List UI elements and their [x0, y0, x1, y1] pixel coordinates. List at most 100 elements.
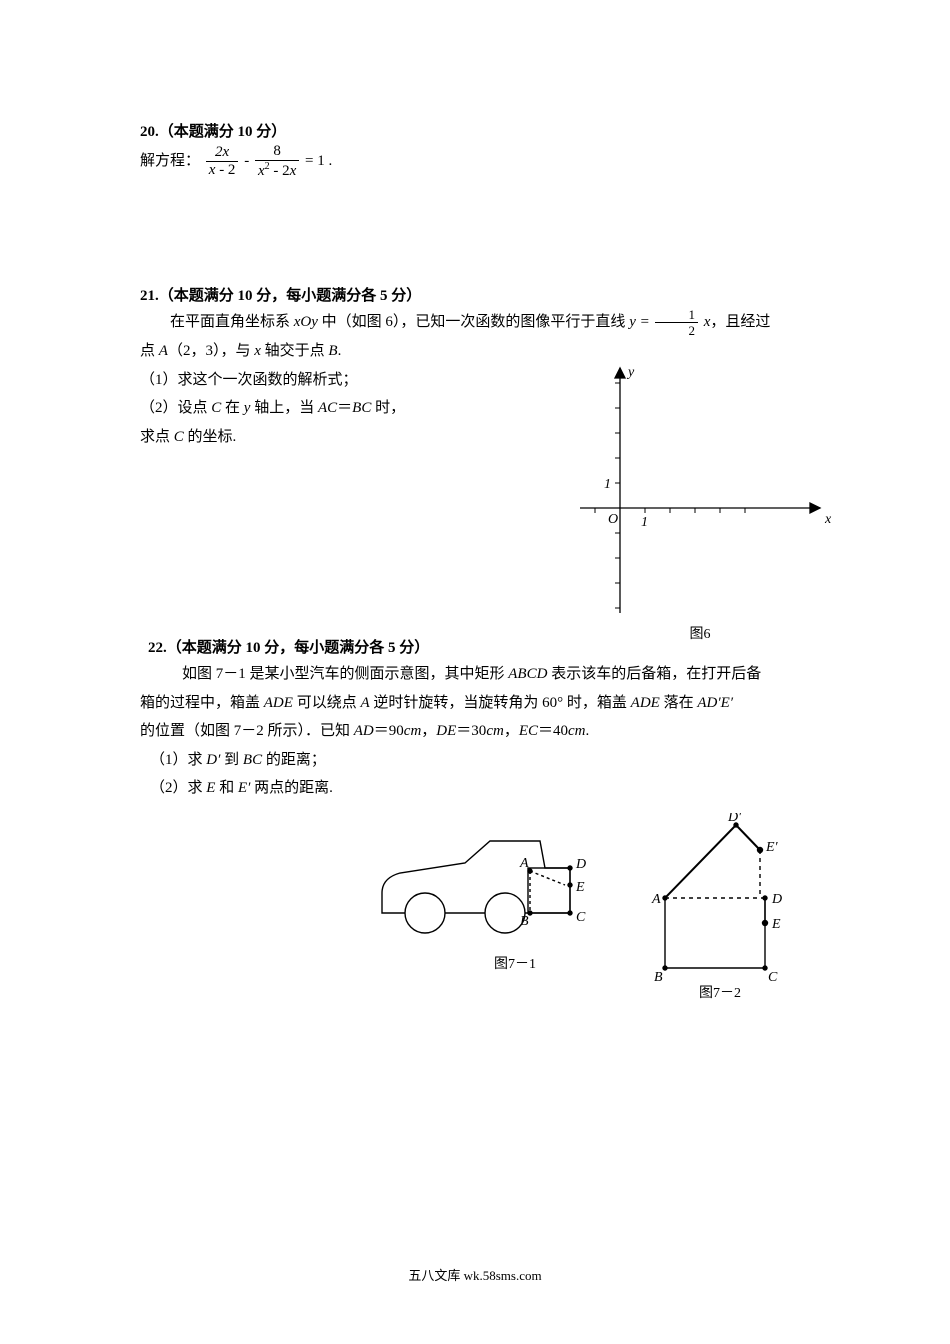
q20-frac1-num: 2x — [215, 144, 229, 160]
q22-Ep: E′ — [238, 780, 250, 796]
page-footer: 五八文库 wk.58sms.com — [0, 1265, 950, 1284]
q22-p1: 如图 7－1 是某小型汽车的侧面示意图，其中矩形 ABCD 表示该车的后备箱，在… — [140, 660, 820, 689]
q22-s1c: 的距离； — [262, 752, 326, 768]
origin-label: O — [608, 512, 618, 527]
q20-prompt: 解方程： 2x x - 2 - 8 x2 - 2x = 1 . — [140, 144, 820, 179]
x-tick-1: 1 — [641, 515, 648, 530]
y-tick-1: 1 — [604, 477, 611, 492]
q20-op1: - — [244, 153, 253, 169]
q20-frac2-den-b: - 2 — [270, 163, 290, 179]
q21-eqrhs: x — [700, 314, 710, 330]
q22-ADpEp: AD′E′ — [697, 695, 733, 711]
q22-ABCD: ABCD — [508, 666, 547, 682]
fig71-E: E — [575, 880, 585, 895]
q21-sub1: （1）求这个一次函数的解析式； — [140, 366, 470, 395]
figure-7-1-svg: A D E C B — [370, 813, 600, 963]
q22-sub1: （1）求 D′ 到 BC 的距离； — [150, 746, 820, 775]
q22-p1b: 表示该车的后备箱，在打开后备 — [547, 666, 761, 682]
q20-title: 20.（本题满分 10 分） — [140, 120, 820, 144]
q21-C: C — [211, 400, 221, 416]
fig72-C: C — [768, 970, 778, 983]
q21-BC: BC — [352, 400, 371, 416]
q22-u3: cm — [568, 723, 586, 739]
q22-p2e: 落在 — [660, 695, 698, 711]
q22-s2a: （2）求 — [150, 780, 206, 796]
q22-u2: cm — [486, 723, 504, 739]
figure-7-2: A D E B C D′ E′ 图7－2 — [640, 813, 800, 1002]
q21-body: 在平面直角坐标系 xOy 中（如图 6），已知一次函数的图像平行于直线 y = … — [140, 308, 820, 618]
fig72-A: A — [651, 892, 661, 907]
q20-frac1: 2x x - 2 — [206, 145, 239, 178]
q20-frac2-den-a: x — [258, 163, 265, 179]
q22-AD: AD — [354, 723, 374, 739]
figure-7-2-caption: 图7－2 — [640, 982, 800, 1002]
q22-p3: 的位置（如图 7－2 所示）．已知 AD＝90cm，DE＝30cm，EC＝40c… — [140, 717, 820, 746]
q21-s3: 求点 — [140, 429, 174, 445]
q22-DE: DE — [436, 723, 456, 739]
q22-ADE: ADE — [264, 695, 293, 711]
fig72-Ep: E′ — [765, 840, 779, 855]
q21-period: . — [338, 343, 342, 359]
q21-eq: ＝ — [337, 400, 352, 416]
q22: 22.（本题满分 10 分，每小题满分各 5 分） 如图 7－1 是某小型汽车的… — [140, 636, 820, 1013]
q21-s2b: 在 — [221, 400, 244, 416]
q22-p2: 箱的过程中，箱盖 ADE 可以绕点 A 逆时针旋转，当旋转角为 60° 时，箱盖… — [140, 689, 820, 718]
q21-eqlhs: y = — [629, 314, 653, 330]
q20-frac2-num: 8 — [273, 143, 281, 159]
q22-s1b: 到 — [220, 752, 243, 768]
q20-frac2-den-c: x — [290, 163, 297, 179]
q22-eq1: ＝90 — [374, 723, 404, 739]
q22-c1: ， — [421, 723, 436, 739]
x-axis-label: x — [824, 512, 832, 527]
q20-period: . — [329, 153, 333, 169]
q20-frac2: 8 x2 - 2x — [255, 144, 299, 179]
q21-title: 21.（本题满分 10 分，每小题满分各 5 分） — [140, 284, 820, 308]
fig71-C: C — [576, 910, 586, 925]
q22-p3p: . — [586, 723, 590, 739]
q22-ADE2: ADE — [631, 695, 660, 711]
q22-BCl: BC — [243, 752, 262, 768]
q21-le2: ，与 — [220, 343, 254, 359]
figure-6-caption: 图6 — [560, 623, 840, 643]
fig72-B: B — [654, 970, 663, 983]
q21-subs: （1）求这个一次函数的解析式； （2）设点 C 在 y 轴上，当 AC＝BC 时… — [140, 366, 470, 452]
q22-ptA: A — [360, 695, 369, 711]
q22-eq3: ＝40 — [538, 723, 568, 739]
q21-frac: 12 — [655, 308, 698, 337]
q21-xOy: xOy — [294, 314, 318, 330]
q21-Acoords: （2，3） — [168, 343, 221, 359]
q22-u1: cm — [404, 723, 422, 739]
figure-6-svg: O 1 1 x y — [560, 358, 840, 618]
fig72-D: D — [771, 892, 782, 907]
q21-sub3: 求点 C 的坐标. — [140, 423, 470, 452]
q22-EC: EC — [519, 723, 538, 739]
y-axis-label: y — [626, 365, 635, 380]
fig71-B: B — [520, 914, 529, 929]
gap — [140, 179, 820, 284]
q21-s2c: 轴上，当 — [250, 400, 318, 416]
q22-c2: ， — [504, 723, 519, 739]
page: 20.（本题满分 10 分） 解方程： 2x x - 2 - 8 x2 - 2x… — [0, 0, 950, 1344]
q22-p2c: 逆时针旋转，当旋转角为 — [370, 695, 543, 711]
q21-l1a: 在平面直角坐标系 — [170, 314, 294, 330]
q21-s3c: C — [174, 429, 184, 445]
q21-frac-den: 2 — [655, 323, 698, 337]
q21-le3: 轴交于点 — [261, 343, 329, 359]
q21-B: B — [328, 343, 337, 359]
q21-AC: AC — [318, 400, 337, 416]
q22-eq2: ＝30 — [456, 723, 486, 739]
q21-le: 点 — [140, 343, 159, 359]
figure-7-2-svg: A D E B C D′ E′ — [640, 813, 800, 983]
q22-60: 60° — [542, 695, 563, 711]
fig72-Dp: D′ — [727, 813, 742, 825]
fig72-E: E — [771, 917, 781, 932]
q20-eq: = 1 — [305, 153, 325, 169]
q22-p2d: 时，箱盖 — [563, 695, 631, 711]
q22-p2b: 可以绕点 — [293, 695, 361, 711]
q22-sub2: （2）求 E 和 E′ 两点的距离. — [150, 774, 820, 803]
q21-sub2: （2）设点 C 在 y 轴上，当 AC＝BC 时， — [140, 394, 470, 423]
figure-7-1: A D E C B 图7－1 — [370, 813, 600, 973]
q21: 21.（本题满分 10 分，每小题满分各 5 分） 在平面直角坐标系 xOy 中… — [140, 284, 820, 618]
q21-line1: 在平面直角坐标系 xOy 中（如图 6），已知一次函数的图像平行于直线 y = … — [140, 308, 820, 337]
q20-prompt-prefix: 解方程： — [140, 153, 200, 169]
